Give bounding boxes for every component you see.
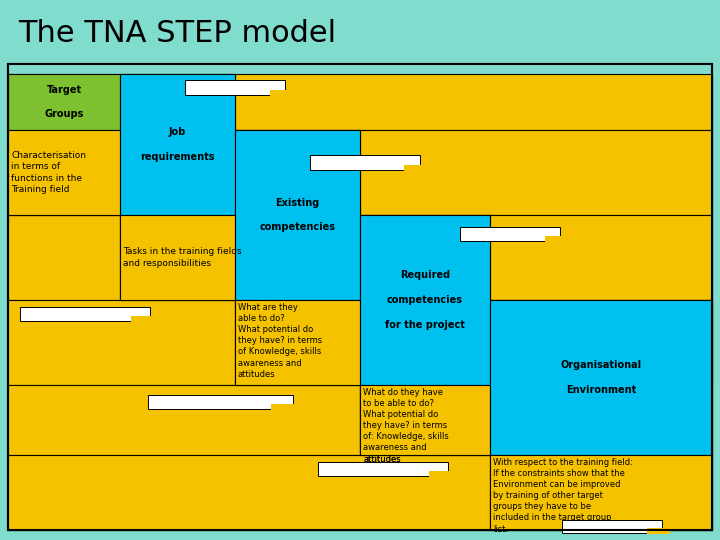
Bar bbox=[8, 74, 120, 130]
Text: What are they
able to do?
What potential do
they have? in terms
of Knowledge, sk: What are they able to do? What potential… bbox=[238, 303, 322, 379]
Bar bbox=[8, 64, 712, 530]
Bar bbox=[490, 455, 712, 530]
Bar bbox=[8, 455, 490, 530]
Bar bbox=[460, 227, 560, 241]
Bar bbox=[360, 385, 490, 455]
Text: What do they have
to be able to do?
What potential do
they have? in terms
of: Kn: What do they have to be able to do? What… bbox=[363, 388, 449, 464]
Bar bbox=[185, 80, 285, 95]
Bar bbox=[235, 130, 360, 300]
Bar bbox=[8, 130, 120, 215]
Bar bbox=[8, 64, 712, 530]
Text: Tasks in the training fields
and responsibilities: Tasks in the training fields and respons… bbox=[123, 247, 242, 267]
Bar bbox=[8, 64, 712, 74]
Text: What do they have
to be able to do?
What potential do
they have? in terms
of: Kn: What do they have to be able to do? What… bbox=[363, 388, 449, 464]
Text: Required

competencies

for the project: Required competencies for the project bbox=[385, 270, 465, 330]
Bar bbox=[8, 74, 712, 530]
Bar bbox=[8, 215, 120, 300]
Text: With respect to the training field:
If the constraints show that the
Environment: With respect to the training field: If t… bbox=[493, 458, 633, 534]
Bar bbox=[8, 130, 120, 215]
Bar bbox=[271, 404, 304, 410]
Text: The TNA STEP model: The TNA STEP model bbox=[18, 18, 336, 48]
Bar bbox=[120, 215, 235, 300]
Bar bbox=[270, 90, 292, 96]
Text: Existing

competencies: Existing competencies bbox=[259, 198, 336, 232]
Bar bbox=[8, 4, 712, 62]
Text: With respect to the training field:
If the constraints show that the
Environment: With respect to the training field: If t… bbox=[493, 458, 633, 534]
Text: Required

competencies

for the project: Required competencies for the project bbox=[385, 270, 465, 330]
Bar bbox=[235, 300, 360, 385]
Bar bbox=[428, 471, 458, 477]
Text: Job

requirements: Job requirements bbox=[140, 127, 215, 162]
Bar bbox=[235, 300, 360, 385]
Bar bbox=[360, 215, 712, 300]
Bar bbox=[318, 462, 448, 476]
Bar bbox=[360, 215, 490, 385]
Text: Job

requirements: Job requirements bbox=[140, 127, 215, 162]
Bar bbox=[120, 215, 235, 300]
Text: What are they
able to do?
What potential do
they have? in terms
of Knowledge, sk: What are they able to do? What potential… bbox=[238, 303, 322, 379]
Bar bbox=[130, 316, 160, 322]
Bar bbox=[490, 455, 712, 530]
Bar bbox=[120, 74, 712, 130]
Text: Tasks in the training fields
and responsibilities: Tasks in the training fields and respons… bbox=[123, 247, 242, 267]
Bar bbox=[360, 385, 490, 455]
Text: Organisational

Environment: Organisational Environment bbox=[560, 360, 642, 395]
Text: Organisational

Environment: Organisational Environment bbox=[560, 360, 642, 395]
Bar bbox=[120, 74, 235, 215]
Bar bbox=[647, 529, 670, 534]
Bar bbox=[360, 385, 490, 455]
Text: Characterisation
in terms of
functions in the
Training field: Characterisation in terms of functions i… bbox=[11, 151, 86, 194]
Bar bbox=[8, 385, 360, 455]
Text: Target

Groups: Target Groups bbox=[45, 85, 84, 119]
Bar bbox=[403, 165, 428, 171]
Bar bbox=[490, 300, 712, 455]
Bar bbox=[120, 74, 235, 215]
Bar bbox=[562, 520, 662, 533]
Bar bbox=[490, 300, 712, 385]
Bar bbox=[235, 130, 360, 300]
Bar bbox=[8, 74, 120, 130]
Bar bbox=[360, 215, 490, 385]
Bar bbox=[20, 307, 150, 321]
Text: Characterisation
in terms of
functions in the
Training field: Characterisation in terms of functions i… bbox=[11, 151, 86, 194]
Bar bbox=[490, 300, 712, 455]
Bar bbox=[8, 300, 235, 385]
Bar bbox=[545, 236, 567, 242]
Bar bbox=[148, 395, 293, 409]
Text: Existing

competencies: Existing competencies bbox=[259, 198, 336, 232]
Bar bbox=[310, 155, 420, 170]
Text: Target

Groups: Target Groups bbox=[45, 85, 84, 119]
Bar bbox=[235, 130, 712, 215]
